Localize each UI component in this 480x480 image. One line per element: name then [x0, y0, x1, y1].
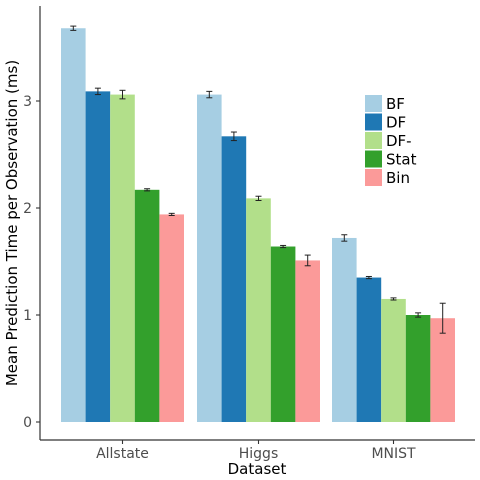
x-tick-label: MNIST — [371, 446, 416, 462]
error-bar — [94, 87, 101, 96]
error-bar — [365, 275, 372, 280]
error-bar — [168, 212, 175, 216]
bar-mnist-df — [356, 277, 382, 422]
bars-layer — [61, 28, 455, 423]
error-bar — [144, 188, 151, 192]
bar-mnist-bf — [332, 237, 357, 422]
error-bar — [304, 254, 311, 267]
error-bar — [206, 90, 213, 99]
y-ticks: 0 1 2 3 — [23, 94, 40, 431]
bar-mnist-bin — [430, 318, 455, 422]
bar-allstate-df — [110, 94, 135, 422]
legend-label: BF — [386, 95, 405, 113]
y-axis-title: Mean Prediction Time per Observation (ms… — [3, 60, 21, 386]
y-tick-label: 0 — [23, 415, 32, 431]
error-bars-layer — [70, 25, 446, 334]
x-axis-title: Dataset — [228, 460, 287, 478]
y-tick-label: 1 — [23, 308, 32, 324]
legend-label: Stat — [386, 151, 417, 169]
bar-higgs-df — [246, 198, 271, 422]
bar-higgs-stat — [270, 246, 296, 422]
bar-allstate-bf — [61, 28, 86, 423]
legend-swatch — [365, 169, 382, 186]
error-bar — [390, 297, 397, 301]
error-bar — [341, 234, 348, 242]
legend-label: DF- — [386, 132, 412, 150]
x-tick-label: Higgs — [239, 446, 278, 462]
error-bar — [230, 131, 237, 142]
bar-mnist-stat — [405, 315, 431, 422]
legend-label: DF — [386, 114, 406, 132]
bar-allstate-df — [85, 91, 111, 423]
x-tick-label: Allstate — [96, 446, 149, 462]
legend-swatch — [365, 132, 382, 149]
y-tick-label: 3 — [23, 94, 32, 110]
bar-allstate-bin — [159, 214, 184, 422]
bar-allstate-stat — [134, 189, 160, 422]
legend-label: Bin — [386, 169, 410, 187]
legend-swatch — [365, 95, 382, 112]
error-bar — [119, 89, 126, 100]
x-ticks: Allstate Higgs MNIST — [96, 440, 416, 462]
legend-swatch — [365, 150, 382, 168]
bar-mnist-df — [381, 298, 406, 422]
y-tick-label: 2 — [23, 201, 32, 217]
bar-higgs-bf — [197, 94, 222, 422]
error-bar — [255, 195, 262, 202]
error-bar — [70, 25, 77, 31]
bar-higgs-df — [221, 136, 247, 422]
error-bar — [415, 312, 422, 318]
legend-swatch — [365, 113, 382, 131]
bar-higgs-bin — [295, 260, 320, 422]
error-bar — [280, 244, 287, 249]
error-bar — [439, 302, 446, 334]
